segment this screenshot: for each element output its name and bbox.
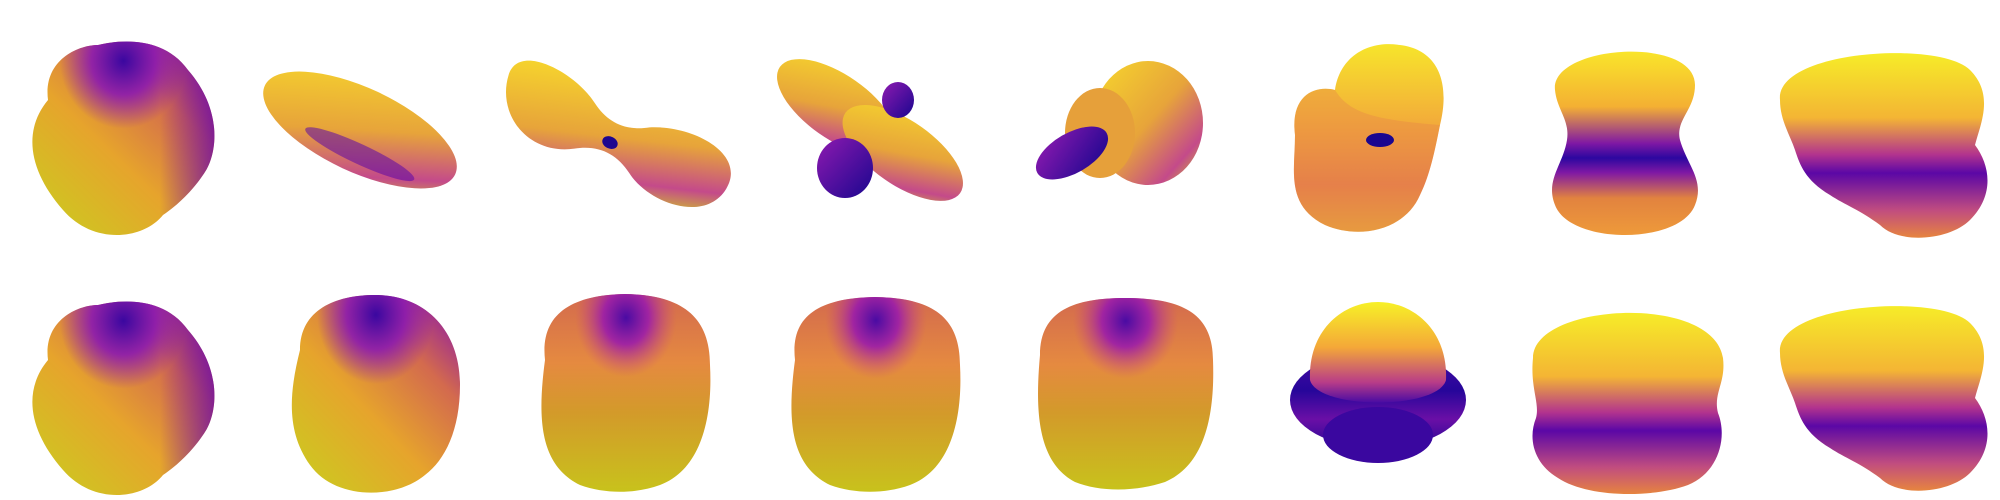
shape-top-4	[777, 59, 963, 201]
shape-bottom-8	[1779, 306, 1988, 491]
shape-bottom-4	[791, 297, 961, 492]
shape-top-3	[506, 60, 731, 207]
shape-bottom-6	[1290, 302, 1466, 463]
shape-top-6	[1293, 44, 1444, 232]
shape-bottom-3	[541, 294, 711, 492]
shape-bottom-7	[1532, 312, 1724, 495]
shape-bottom-1	[32, 301, 215, 495]
shape-top-2	[263, 71, 457, 189]
top-row	[32, 41, 1988, 238]
shape-top-1	[32, 41, 215, 235]
shape-top-7	[1552, 51, 1698, 235]
shape-top-5	[1035, 61, 1203, 185]
shape-top-8	[1779, 53, 1988, 238]
bottom-row	[32, 294, 1988, 495]
shape-bottom-2	[291, 295, 460, 493]
shape-bottom-5	[1038, 298, 1214, 490]
